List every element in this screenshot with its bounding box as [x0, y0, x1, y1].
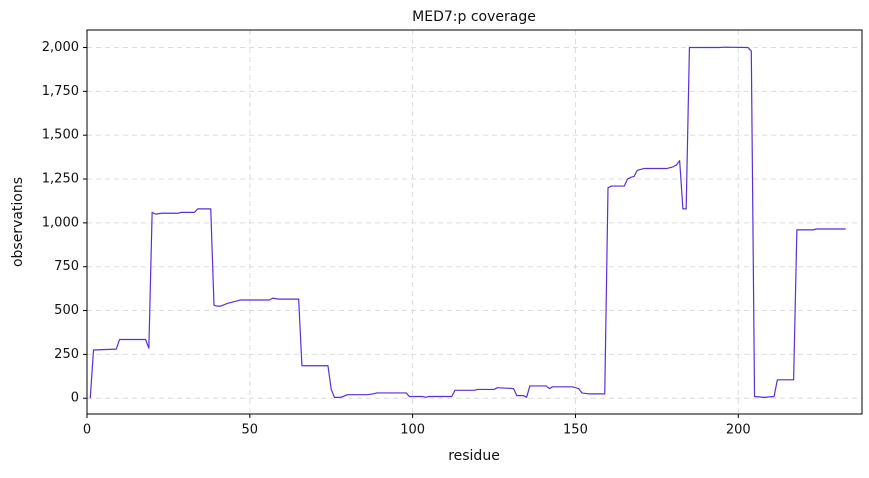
y-tick-label: 750	[54, 259, 79, 274]
x-axis-label: residue	[448, 448, 500, 464]
x-tick-label: 150	[563, 423, 588, 438]
y-tick-label: 250	[54, 347, 79, 362]
y-tick-label: 1,500	[42, 128, 79, 143]
coverage-line	[89, 46, 846, 399]
y-tick-label: 1,000	[42, 215, 79, 230]
chart-title: MED7:p coverage	[412, 9, 536, 25]
y-tick-label: 500	[54, 303, 79, 318]
x-tick-label: 0	[83, 423, 91, 438]
x-tick-label: 100	[400, 423, 425, 438]
x-tick-label: 200	[726, 423, 751, 438]
y-axis-label: observations	[10, 177, 26, 267]
y-tick-label: 2,000	[42, 40, 79, 55]
x-tick-label: 50	[242, 423, 259, 438]
plot-frame	[86, 29, 863, 415]
y-tick-label: 0	[71, 391, 79, 406]
y-tick-label: 1,750	[42, 84, 79, 99]
y-tick-label: 1,250	[42, 172, 79, 187]
